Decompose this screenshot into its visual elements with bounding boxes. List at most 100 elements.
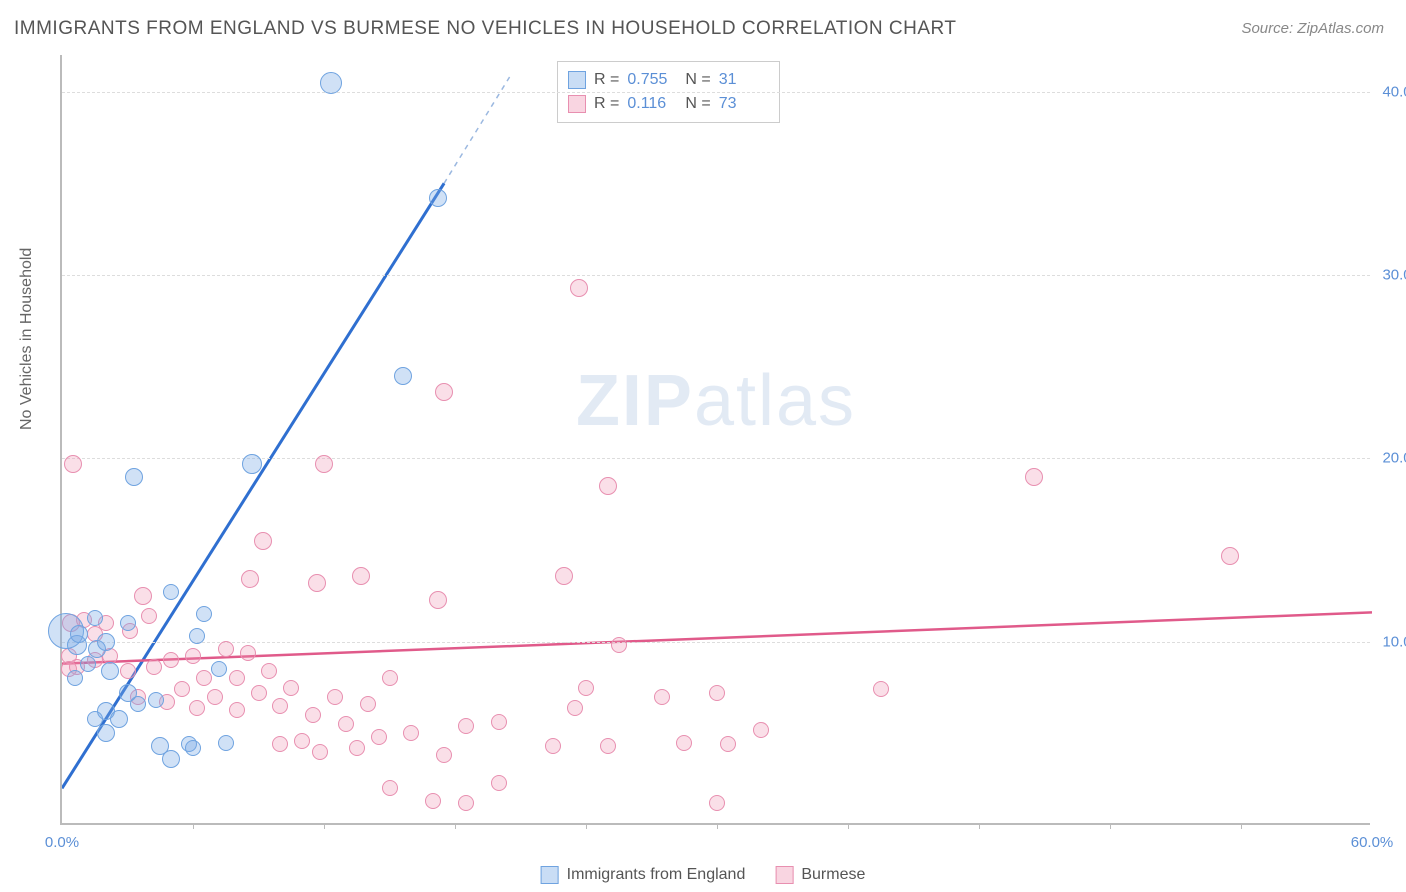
source-attribution: Source: ZipAtlas.com <box>1241 20 1384 37</box>
data-point <box>254 532 272 550</box>
data-point <box>196 606 212 622</box>
n-label: N = <box>685 71 710 89</box>
data-point <box>70 625 88 643</box>
data-point <box>1025 468 1043 486</box>
data-point <box>720 736 736 752</box>
data-point <box>101 662 119 680</box>
data-point <box>305 707 321 723</box>
data-point <box>371 729 387 745</box>
x-tick-mark <box>717 823 718 829</box>
data-point <box>491 775 507 791</box>
data-point <box>251 685 267 701</box>
data-point <box>229 670 245 686</box>
r-label: R = <box>594 71 619 89</box>
data-point <box>382 670 398 686</box>
data-point <box>600 738 616 754</box>
data-point <box>394 367 412 385</box>
data-point <box>141 608 157 624</box>
n-label: N = <box>685 95 710 113</box>
data-point <box>570 279 588 297</box>
data-point <box>196 670 212 686</box>
data-point <box>80 656 96 672</box>
data-point <box>349 740 365 756</box>
data-point <box>211 661 227 677</box>
data-point <box>242 454 262 474</box>
data-point <box>218 735 234 751</box>
data-point <box>130 696 146 712</box>
gridline <box>62 642 1370 643</box>
data-point <box>360 696 376 712</box>
data-point <box>352 567 370 585</box>
data-point <box>567 700 583 716</box>
data-point <box>134 587 152 605</box>
data-point <box>545 738 561 754</box>
data-point <box>312 744 328 760</box>
data-point <box>218 641 234 657</box>
data-point <box>87 711 103 727</box>
watermark: ZIPatlas <box>576 360 856 442</box>
data-point <box>283 680 299 696</box>
data-point <box>189 700 205 716</box>
data-point <box>185 740 201 756</box>
data-point <box>611 637 627 653</box>
data-point <box>320 72 342 94</box>
x-tick-mark <box>848 823 849 829</box>
data-point <box>163 652 179 668</box>
data-point <box>873 681 889 697</box>
data-point <box>174 681 190 697</box>
gridline <box>62 92 1370 93</box>
legend-item-england: Immigrants from England <box>541 866 746 884</box>
data-point <box>207 689 223 705</box>
x-tick-mark <box>979 823 980 829</box>
data-point <box>425 793 441 809</box>
trend-lines <box>62 55 1372 825</box>
data-point <box>436 747 452 763</box>
stats-row-england: R = 0.755 N = 31 <box>568 68 769 92</box>
data-point <box>272 698 288 714</box>
swatch-england <box>568 71 586 89</box>
series-legend: Immigrants from England Burmese <box>541 866 866 884</box>
gridline <box>62 275 1370 276</box>
y-tick-label: 40.0% <box>1382 83 1406 100</box>
data-point <box>294 733 310 749</box>
data-point <box>315 455 333 473</box>
x-tick-mark <box>586 823 587 829</box>
data-point <box>676 735 692 751</box>
data-point <box>272 736 288 752</box>
data-point <box>458 795 474 811</box>
data-point <box>125 468 143 486</box>
data-point <box>185 648 201 664</box>
x-tick-label: 0.0% <box>45 834 79 851</box>
r-value-england: 0.755 <box>627 71 677 89</box>
data-point <box>654 689 670 705</box>
data-point <box>240 645 256 661</box>
r-label: R = <box>594 95 619 113</box>
swatch-burmese <box>568 95 586 113</box>
y-tick-label: 30.0% <box>1382 267 1406 284</box>
y-tick-label: 20.0% <box>1382 450 1406 467</box>
data-point <box>599 477 617 495</box>
data-point <box>162 750 180 768</box>
legend-label-burmese: Burmese <box>801 866 865 884</box>
y-tick-label: 10.0% <box>1382 633 1406 650</box>
data-point <box>241 570 259 588</box>
data-point <box>382 780 398 796</box>
data-point <box>87 610 103 626</box>
x-tick-mark <box>193 823 194 829</box>
legend-label-england: Immigrants from England <box>567 866 746 884</box>
x-tick-mark <box>1110 823 1111 829</box>
data-point <box>709 685 725 701</box>
y-axis-label: No Vehicles in Household <box>18 248 36 430</box>
data-point <box>429 591 447 609</box>
data-point <box>97 633 115 651</box>
data-point <box>403 725 419 741</box>
data-point <box>578 680 594 696</box>
data-point <box>1221 547 1239 565</box>
data-point <box>120 663 136 679</box>
data-point <box>148 692 164 708</box>
data-point <box>163 584 179 600</box>
data-point <box>120 615 136 631</box>
data-point <box>327 689 343 705</box>
data-point <box>97 724 115 742</box>
data-point <box>261 663 277 679</box>
